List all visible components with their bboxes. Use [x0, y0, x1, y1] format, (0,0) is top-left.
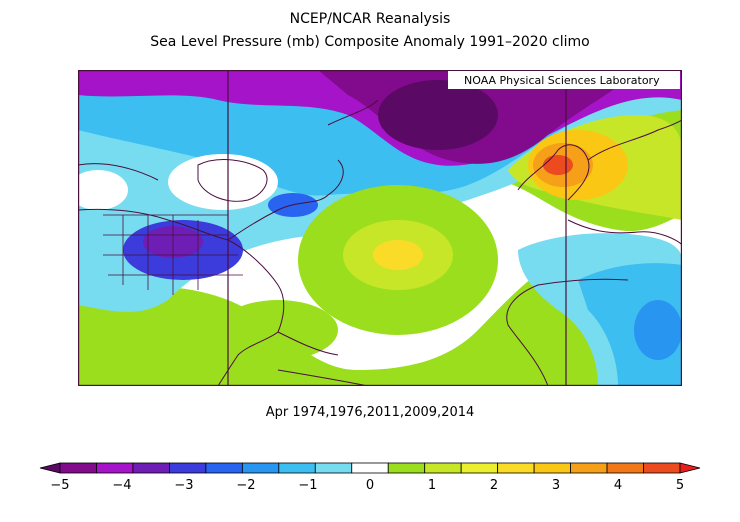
colorbar-cell [643, 462, 681, 474]
colorbar-tick-label: −3 [174, 478, 194, 493]
colorbar-cell [606, 462, 644, 474]
state-borders [103, 214, 243, 295]
colorbar-cell [278, 462, 316, 474]
colorbar-cell [241, 462, 280, 474]
colorbar-tick-label: 4 [613, 478, 623, 493]
colorbar-cell [424, 462, 462, 474]
anomaly-fields [78, 70, 682, 386]
colorbar-tick-label: −2 [236, 478, 256, 493]
colorbar-max-arrow [679, 462, 701, 474]
colorbar-tick-label: −4 [112, 478, 132, 493]
colorbar-cell [59, 462, 97, 474]
map-title: NCEP/NCAR Reanalysis [289, 11, 451, 27]
composite-years: Apr 1974,1976,2011,2009,2014 [265, 405, 475, 420]
colorbar-tick-label: 3 [551, 478, 561, 493]
colorbar-cell [533, 462, 571, 474]
map-frame [78, 70, 682, 386]
grid-lines [227, 70, 567, 386]
colorbar-tick-label: 0 [365, 478, 375, 493]
colorbar-tick-label: −5 [50, 478, 70, 493]
anomaly-map: NOAA Physical Sciences Laboratory [78, 70, 682, 386]
colorbar-min-arrow [39, 462, 61, 474]
colorbar-cell [169, 462, 207, 474]
colorbar-cell [314, 462, 353, 474]
credit-box [448, 71, 680, 89]
colorbar-cell [132, 462, 170, 474]
colorbar-tick-label: 1 [427, 478, 437, 493]
coastlines [78, 99, 682, 386]
colorbar [39, 462, 701, 474]
colorbar-cell [387, 462, 426, 474]
credit-label: NOAA Physical Sciences Laboratory [464, 74, 660, 87]
colorbar-cell [351, 462, 389, 474]
colorbar-cell [570, 462, 608, 474]
colorbar-tick-label: −1 [298, 478, 318, 493]
colorbar-cell [497, 462, 535, 474]
colorbar-tick-label: 2 [489, 478, 499, 493]
colorbar-tick-label: 5 [675, 478, 685, 493]
colorbar-cell [460, 462, 499, 474]
colorbar-cell [96, 462, 134, 474]
colorbar-cell [205, 462, 243, 474]
map-subtitle-variable: Sea Level Pressure (mb) Composite Anomal… [150, 34, 590, 50]
